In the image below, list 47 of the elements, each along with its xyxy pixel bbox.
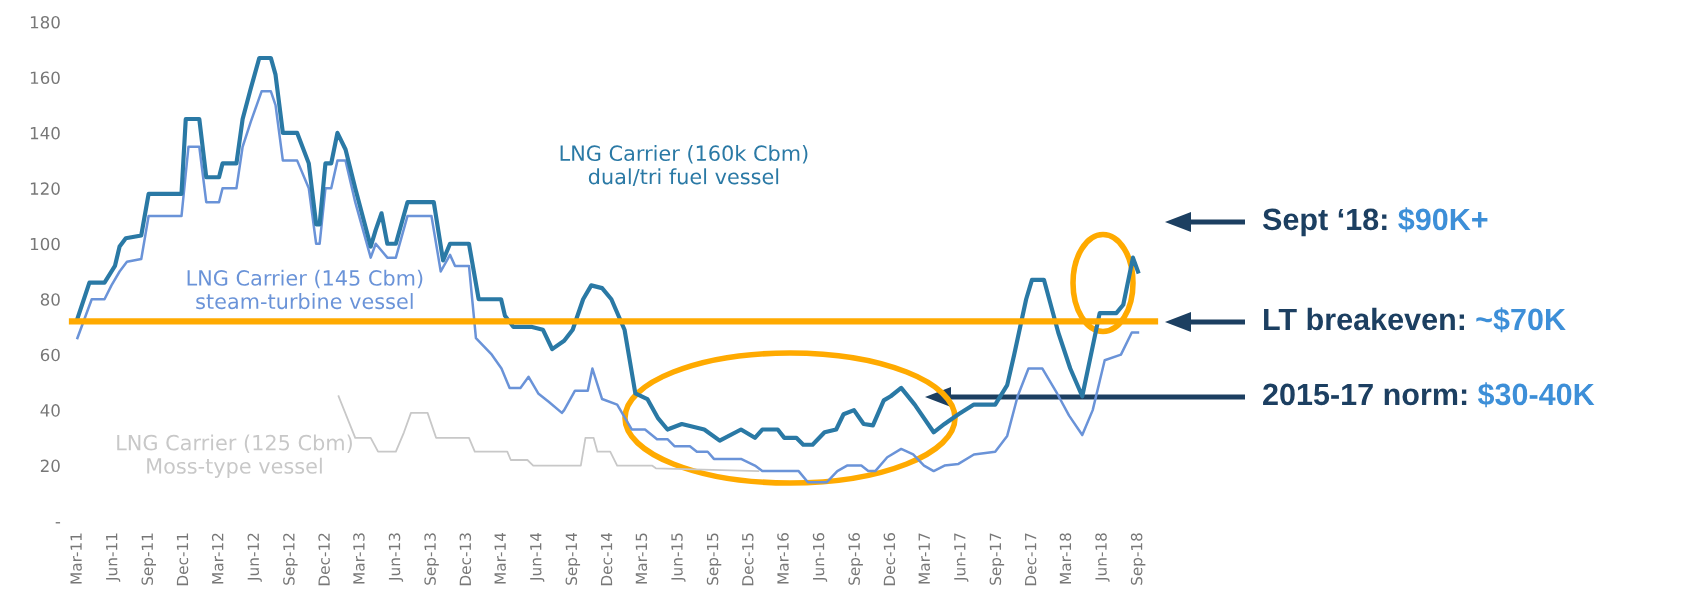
line-series [76,90,1140,484]
x-tick-label: Mar-15 [635,533,648,584]
x-tick-label: Mar-12 [211,533,224,584]
x-tick-label: Mar-16 [777,533,789,584]
x-tick-label: Jun-13 [388,533,404,582]
text: LNG Carrier (160k Cbm) dual/tri fuel vessel [560,144,808,187]
y-tick-label: 180 [30,15,60,29]
x-tick-label: Jun-18 [1095,533,1110,582]
x-tick-label: Sep-15 [706,533,722,585]
x-tick-label: Mar-17 [918,533,930,584]
text: 2015-17 norm: $30-40K [1263,382,1595,408]
text: Sept ‘18: $90K+ [1262,207,1488,237]
x-tick-label: Jun-16 [812,533,828,582]
y-tick-label: 140 [30,126,60,140]
x-tick-label: Sep-14 [565,532,581,585]
x-tick-label: Dec-12 [318,533,330,586]
x-tick-label: Sep-12 [283,533,298,585]
x-tick-label: Mar-13 [353,533,365,584]
x-tick-label: Dec-17 [1025,533,1037,586]
y-tick-label: - [55,522,61,524]
x-tick-label: Dec-13 [459,533,472,586]
x-tick-label: Sep-17 [989,533,1005,585]
x-tick-label: Mar-18 [1059,533,1072,584]
y-tick-label: 40 [40,404,60,417]
x-tick-label: Jun-17 [954,533,969,582]
x-tick-label: Mar-11 [70,533,82,584]
x-tick-label: Mar-14 [494,532,506,584]
x-tick-label: Jun-12 [247,533,262,582]
x-tick-label: Jun-11 [106,533,121,582]
y-tick-label: 20 [40,459,60,473]
y-tick-label: 60 [40,348,60,362]
x-tick-label: Dec-11 [176,533,189,586]
x-tick-label: Sep-11 [141,533,156,585]
series-label: LNG Carrier (145 Cbm) steam-turbine vessel [187,269,423,310]
x-tick-label: Dec-16 [883,533,896,586]
y-tick-label: 160 [30,71,60,85]
x-tick-label: Dec-15 [742,533,754,586]
x-tick-label: Dec-14 [600,532,613,586]
text: LT breakeven: ~$70K [1264,307,1566,333]
y-tick-label: 80 [40,293,60,306]
x-tick-label: Sep-13 [424,533,439,585]
x-tick-label: Jun-14 [530,532,545,582]
y-tick-label: 100 [30,237,60,251]
y-tick-label: 120 [30,182,60,195]
x-tick-label: Jun-15 [671,533,686,582]
x-tick-label: Sep-16 [848,533,863,585]
x-tick-label: Sep-18 [1130,533,1146,585]
